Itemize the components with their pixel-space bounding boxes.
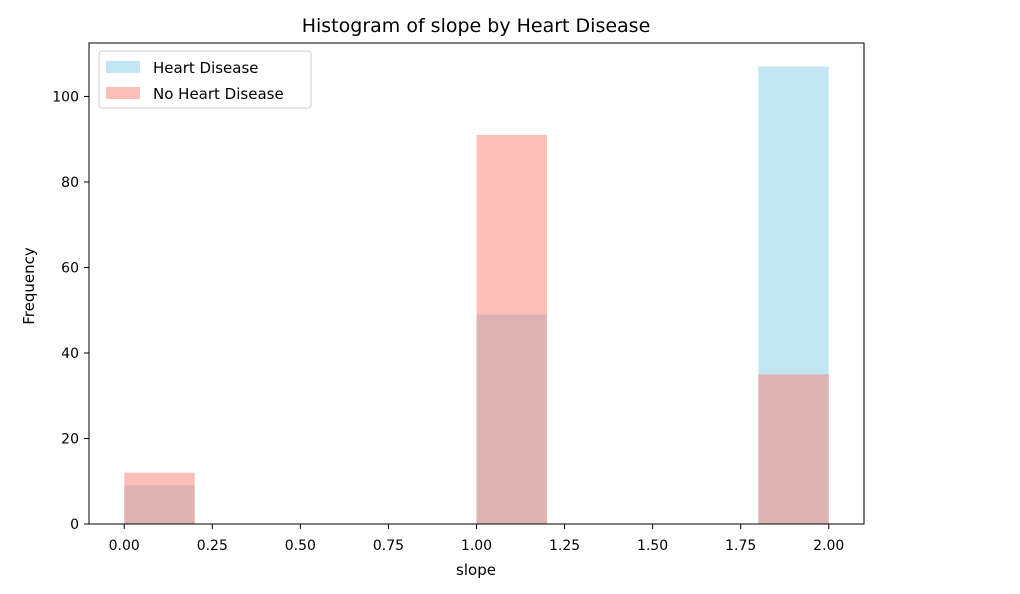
y-tick-label: 100 — [52, 89, 79, 105]
y-tick-label: 80 — [61, 175, 79, 191]
bar-series-1-bin-0 — [124, 472, 195, 524]
x-tick-label: 0.00 — [109, 538, 140, 554]
legend-box — [98, 50, 312, 109]
y-tick-label: 20 — [61, 431, 79, 447]
y-tick-label: 40 — [61, 346, 79, 362]
bar-series-1-bin-5 — [476, 134, 547, 524]
x-tick-label: 0.50 — [285, 538, 316, 554]
x-axis-label: slope — [456, 561, 496, 579]
x-tick-label: 1.75 — [725, 538, 756, 554]
legend-label: No Heart Disease — [153, 85, 284, 103]
x-tick-label: 0.75 — [373, 538, 404, 554]
x-tick-label: 1.25 — [549, 538, 580, 554]
x-tick-label: 1.50 — [637, 538, 668, 554]
legend-swatch — [106, 61, 140, 73]
y-tick-label: 60 — [61, 260, 79, 276]
legend-label: Heart Disease — [153, 59, 259, 77]
x-tick-label: 2.00 — [813, 538, 844, 554]
x-tick-label: 0.25 — [197, 538, 228, 554]
bar-series-1-bin-9 — [758, 374, 829, 524]
bars-layer — [124, 66, 829, 524]
y-axis-label: Frequency — [20, 247, 38, 325]
y-tick-label: 0 — [70, 517, 79, 533]
axes-layer: 0.00 0.25 0.50 0.75 1.00 1.25 1.50 1.75 2.00 0 20 4… — [52, 42, 865, 554]
chart-title: Histogram of slope by Heart Disease — [302, 15, 651, 37]
x-tick-label: 1.00 — [461, 538, 492, 554]
legend: Heart Disease No Heart Disease — [98, 50, 312, 109]
legend-swatch — [106, 87, 140, 99]
